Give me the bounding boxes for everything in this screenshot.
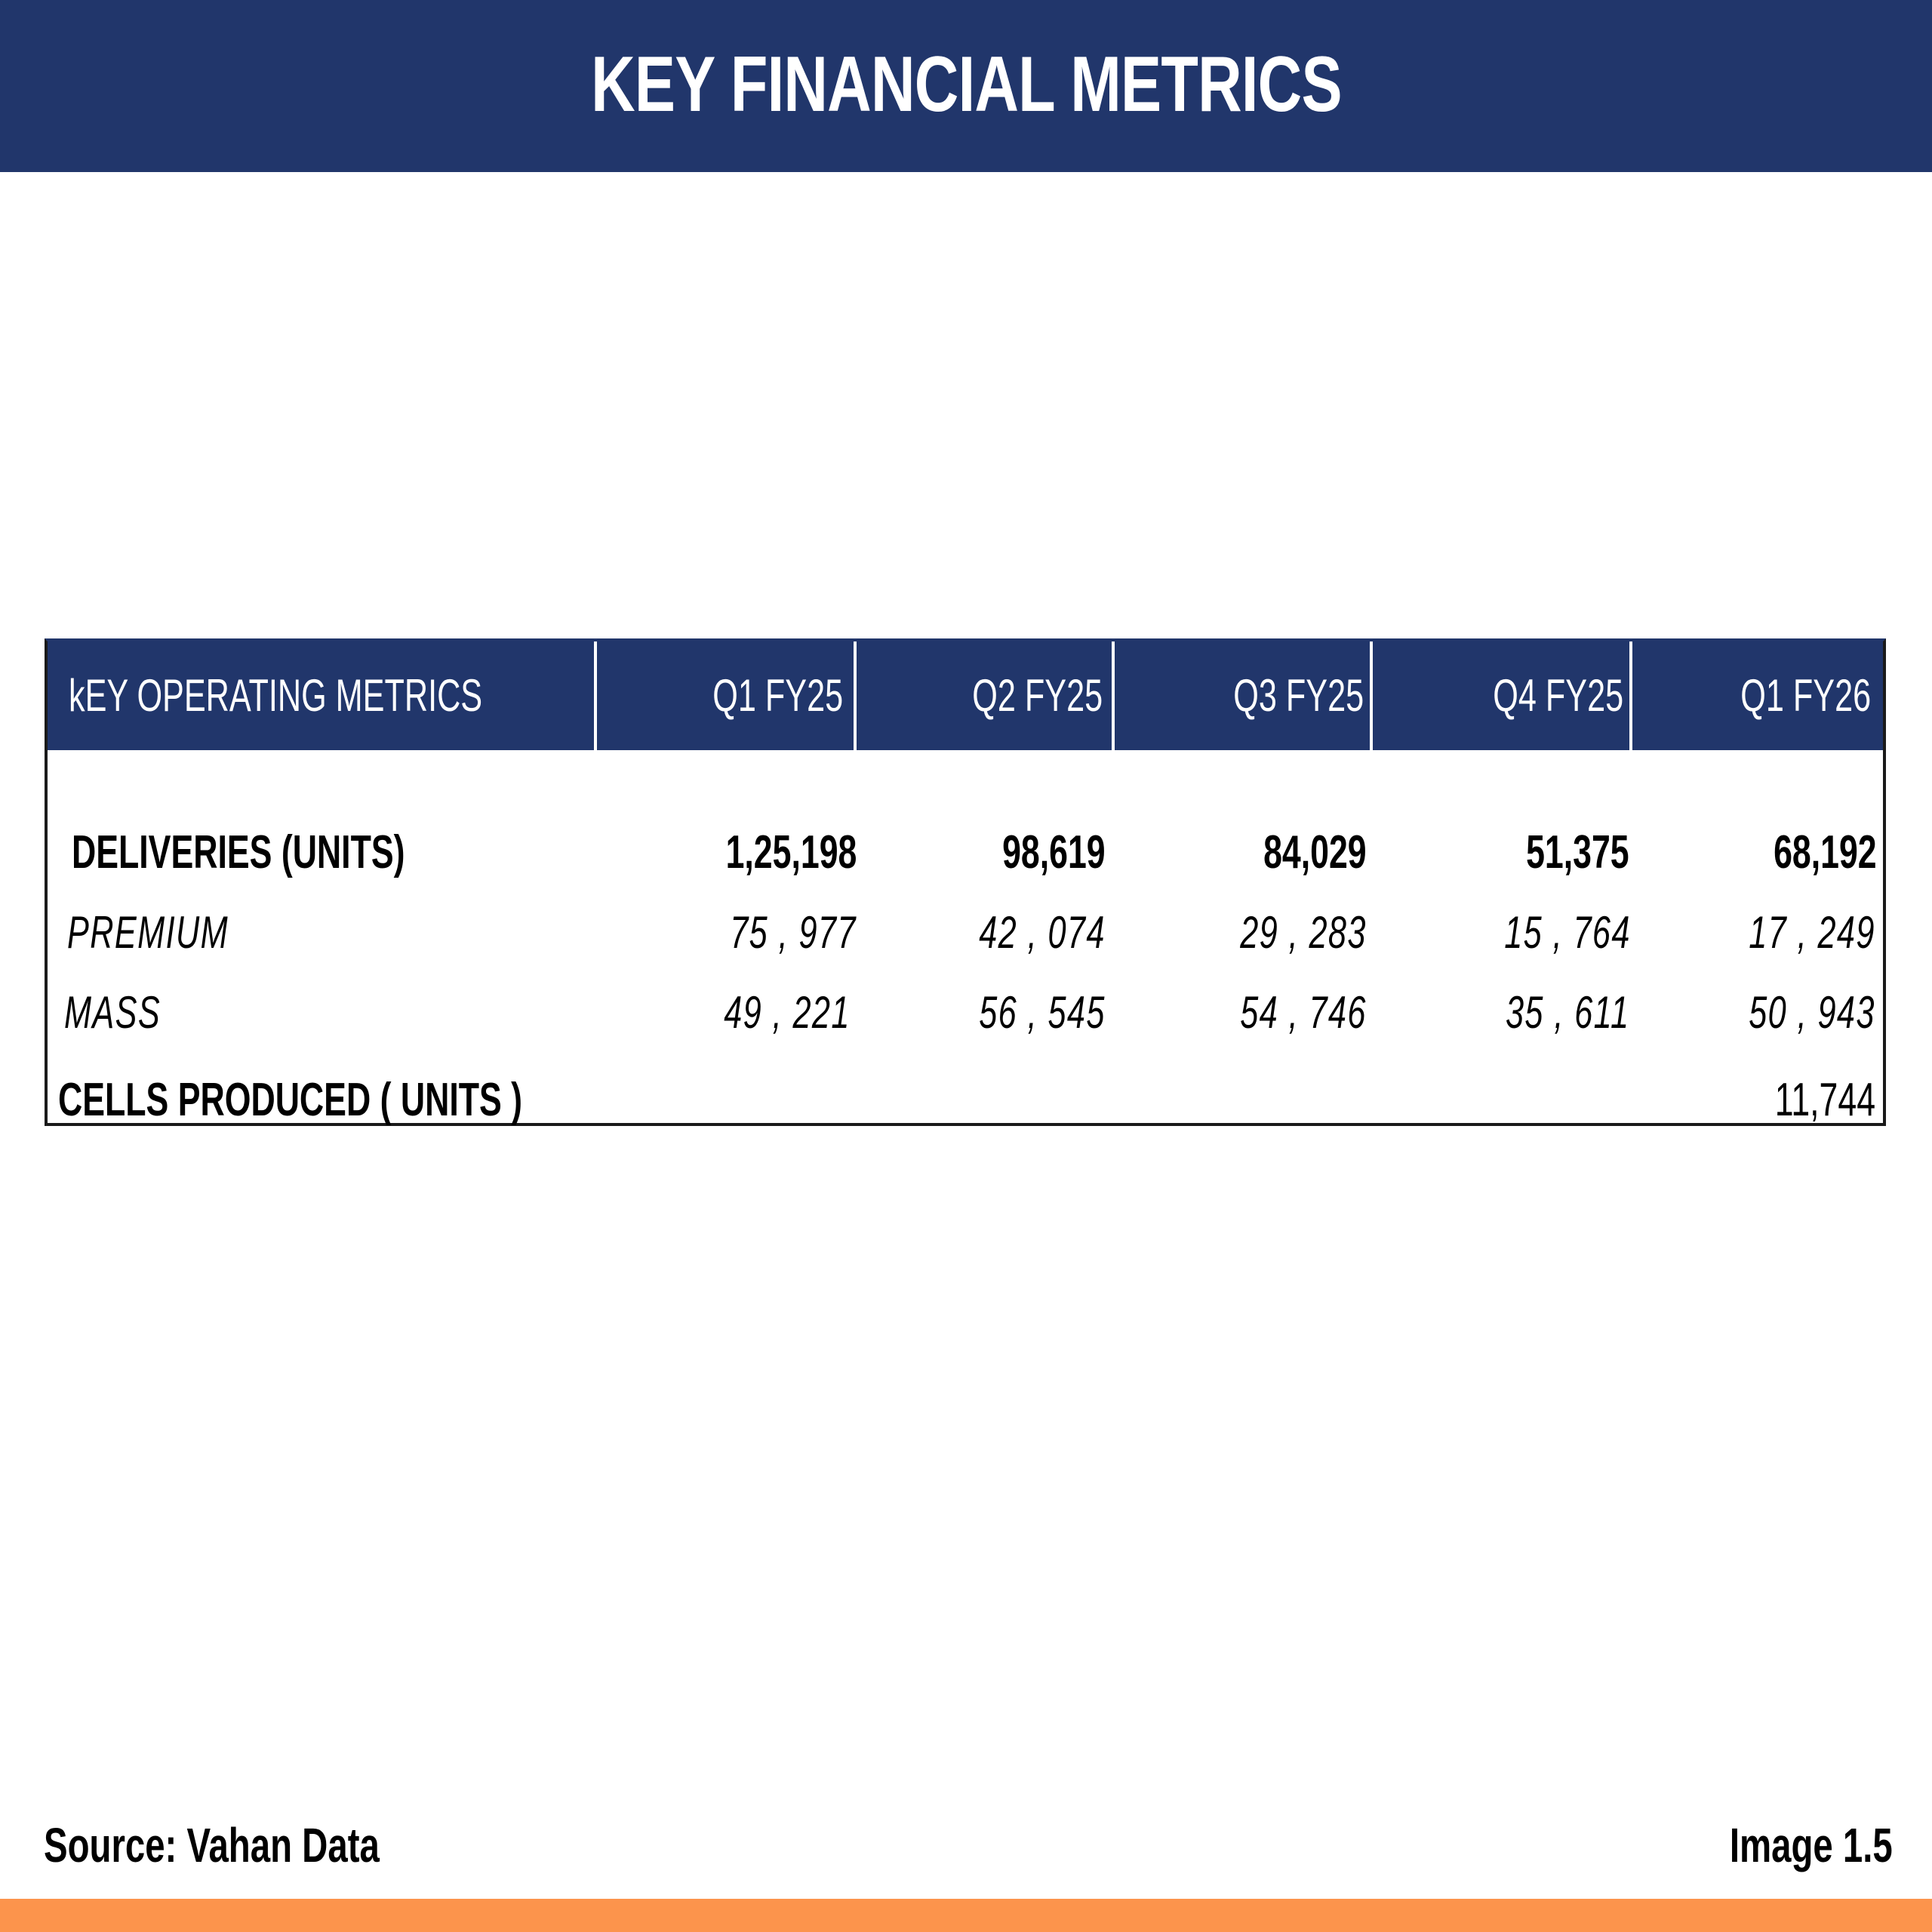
value-cell: 54 , 746 (1240, 987, 1367, 1038)
value-cell: 17 , 249 (1749, 907, 1875, 958)
header-col-q1-fy25: Q1 FY25 (712, 670, 843, 721)
column-divider (1629, 641, 1632, 750)
value-cell (878, 1063, 1106, 1138)
value-cell: 49 , 221 (724, 987, 851, 1038)
header-col-q3-fy25: Q3 FY25 (1233, 670, 1364, 721)
value-cell: 11,744 (1774, 1074, 1875, 1126)
table-row-mass: MASS 49 , 221 56 , 545 54 , 746 35 , 611… (48, 975, 1883, 1051)
value-cell: 51,375 (1526, 826, 1629, 878)
source-note: Source: Vahan Data (44, 1818, 380, 1872)
row-label: MASS (64, 987, 162, 1038)
bottom-accent-bar (0, 1899, 1932, 1932)
header-col-q4-fy25: Q4 FY25 (1493, 670, 1623, 721)
value-cell: 29 , 283 (1240, 907, 1367, 958)
image-label: Image 1.5 (1730, 1818, 1893, 1872)
value-cell (1398, 1063, 1629, 1138)
value-cell: 56 , 545 (979, 987, 1106, 1038)
table-row-deliveries: DELIVERIES (UNITS) 1,25,198 98,619 84,02… (48, 815, 1883, 891)
column-divider (1370, 641, 1373, 750)
value-cell (621, 1063, 857, 1138)
value-cell: 68,192 (1774, 826, 1877, 878)
value-cell: 98,619 (1002, 826, 1106, 878)
column-divider (854, 641, 857, 750)
value-cell (1134, 1063, 1367, 1138)
value-cell: 15 , 764 (1504, 907, 1631, 958)
title-banner (0, 0, 1932, 172)
row-label: DELIVERIES (UNITS) (72, 826, 405, 878)
value-cell: 75 , 977 (730, 907, 857, 958)
row-label: CELLS PRODUCED ( UNITS ) (58, 1074, 523, 1126)
header-label: kEY OPERATING METRICS (69, 670, 483, 721)
table-header: kEY OPERATING METRICS Q1 FY25 Q2 FY25 Q3… (48, 641, 1883, 750)
table-row-premium: PREMIUM 75 , 977 42 , 074 29 , 283 15 , … (48, 895, 1883, 971)
column-divider (1112, 641, 1115, 750)
value-cell: 1,25,198 (725, 826, 857, 878)
row-label: PREMIUM (67, 907, 229, 958)
value-cell: 35 , 611 (1505, 987, 1629, 1038)
header-col-q1-fy26: Q1 FY26 (1740, 670, 1871, 721)
operating-metrics-table: kEY OPERATING METRICS Q1 FY25 Q2 FY25 Q3… (45, 638, 1886, 1126)
value-cell: 50 , 943 (1749, 987, 1875, 1038)
value-cell: 84,029 (1263, 826, 1367, 878)
header-col-q2-fy25: Q2 FY25 (972, 670, 1103, 721)
value-cell: 42 , 074 (979, 907, 1106, 958)
column-divider (594, 641, 597, 750)
table-row-cells-produced: CELLS PRODUCED ( UNITS ) 11,744 (48, 1063, 1883, 1138)
page-title: KEY FINANCIAL METRICS (591, 41, 1342, 128)
